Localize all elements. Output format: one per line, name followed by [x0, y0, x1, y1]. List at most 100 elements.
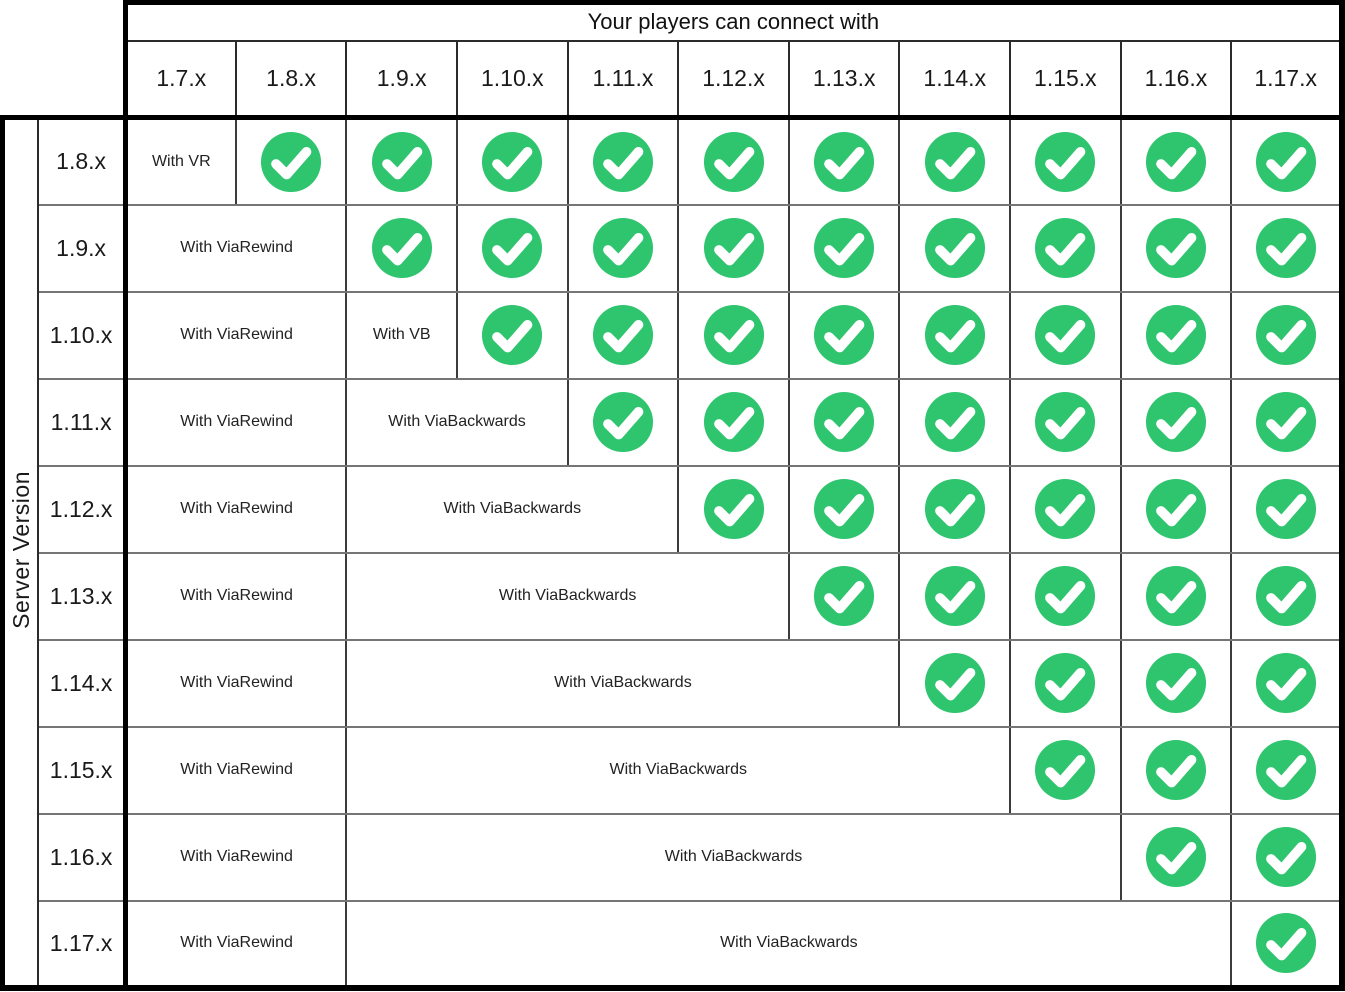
check-circle-icon	[814, 304, 875, 366]
check-circle-icon	[1255, 912, 1316, 974]
check-circle-icon	[371, 217, 432, 279]
compat-check-cell	[1119, 812, 1233, 902]
server-version-header: 1.14.x	[37, 638, 128, 728]
check-circle-icon	[1255, 565, 1316, 627]
compat-check-cell	[677, 115, 790, 206]
compat-note-cell: With ViaBackwards	[345, 464, 680, 554]
compat-note-cell: With ViaRewind	[124, 638, 348, 728]
compat-note-cell: With ViaBackwards	[345, 812, 1122, 902]
compat-check-cell	[898, 464, 1012, 554]
server-version-row: 1.11.x With ViaRewind With ViaBackwards	[3, 377, 1345, 467]
compat-check-cell	[787, 290, 901, 380]
client-version-header: 1.15.x	[1009, 39, 1122, 120]
compat-note-cell: With ViaRewind	[124, 725, 348, 815]
check-circle-icon	[1035, 217, 1096, 279]
check-circle-icon	[1255, 391, 1316, 453]
check-circle-icon	[1145, 652, 1206, 714]
check-circle-icon	[703, 304, 764, 366]
compat-check-cell	[566, 115, 680, 206]
check-circle-icon	[1035, 565, 1096, 627]
check-circle-icon	[1035, 131, 1096, 192]
check-circle-icon	[924, 131, 985, 192]
check-circle-icon	[371, 131, 432, 192]
compat-check-cell	[787, 377, 901, 467]
compat-note-cell: With ViaBackwards	[345, 551, 790, 641]
compat-check-cell	[898, 115, 1012, 206]
compat-check-cell	[345, 115, 459, 206]
check-circle-icon	[924, 478, 985, 540]
compat-check-cell	[898, 203, 1012, 293]
compat-check-cell	[1230, 638, 1345, 728]
corner-spacer	[2, 2, 126, 41]
compat-check-cell	[677, 464, 790, 554]
compat-check-cell	[234, 115, 348, 206]
compat-check-cell	[1119, 115, 1233, 206]
check-circle-icon	[482, 217, 543, 279]
server-version-header: 1.16.x	[37, 812, 128, 902]
client-version-header: 1.9.x	[345, 39, 459, 120]
table-title: Your players can connect with	[122, 0, 1345, 42]
client-version-header: 1.16.x	[1119, 39, 1233, 120]
compat-check-cell	[1230, 725, 1345, 815]
client-version-header: 1.11.x	[566, 39, 680, 120]
check-circle-icon	[1255, 304, 1316, 366]
compat-check-cell	[1230, 377, 1345, 467]
client-version-header: 1.14.x	[898, 39, 1012, 120]
compat-check-cell	[1230, 551, 1345, 641]
check-circle-icon	[924, 652, 985, 714]
compat-check-cell	[787, 115, 901, 206]
compat-check-cell	[456, 115, 569, 206]
compat-check-cell	[1009, 377, 1122, 467]
check-circle-icon	[1035, 391, 1096, 453]
client-version-header: 1.10.x	[456, 39, 569, 120]
compat-note-cell: With ViaRewind	[124, 377, 348, 467]
server-version-header: 1.9.x	[37, 203, 128, 293]
compat-check-cell	[1009, 725, 1122, 815]
check-circle-icon	[1255, 826, 1316, 888]
check-circle-icon	[1035, 652, 1096, 714]
check-circle-icon	[703, 131, 764, 192]
compat-check-cell	[1119, 203, 1233, 293]
check-circle-icon	[592, 391, 653, 453]
compat-note-cell: With ViaRewind	[124, 812, 348, 902]
client-version-header-row: 1.7.x 1.8.x 1.9.x 1.10.x 1.11.x 1.12.x 1.13.x 1…	[2, 39, 1345, 120]
compat-check-cell	[787, 203, 901, 293]
compat-check-cell	[566, 203, 680, 293]
client-version-header: 1.8.x	[234, 39, 348, 120]
check-circle-icon	[924, 304, 985, 366]
title-row: Your players can connect with	[2, 0, 1345, 42]
check-circle-icon	[1035, 304, 1096, 366]
check-circle-icon	[482, 304, 543, 366]
compat-check-cell	[1009, 551, 1122, 641]
check-circle-icon	[1035, 478, 1096, 540]
check-circle-icon	[814, 478, 875, 540]
server-version-header: 1.17.x	[37, 899, 128, 991]
compat-check-cell	[677, 203, 790, 293]
corner-spacer	[2, 40, 126, 118]
server-version-header: 1.10.x	[37, 290, 128, 380]
check-circle-icon	[924, 217, 985, 279]
server-version-row: 1.9.x With ViaRewind	[3, 203, 1345, 293]
compat-note-cell: With ViaBackwards	[345, 899, 1233, 991]
check-circle-icon	[1145, 739, 1206, 801]
compat-check-cell	[566, 290, 680, 380]
compat-note-cell: With ViaRewind	[124, 899, 348, 991]
server-version-header: 1.12.x	[37, 464, 128, 554]
compat-note-cell: With ViaRewind	[124, 464, 348, 554]
check-circle-icon	[703, 478, 764, 540]
check-circle-icon	[703, 217, 764, 279]
check-circle-icon	[924, 565, 985, 627]
compat-check-cell	[1230, 464, 1345, 554]
compat-note-cell: With ViaRewind	[124, 203, 348, 293]
compat-note-cell: With ViaBackwards	[345, 638, 901, 728]
check-circle-icon	[1145, 217, 1206, 279]
client-version-header: 1.12.x	[677, 39, 790, 120]
check-circle-icon	[261, 131, 322, 192]
compat-check-cell	[456, 290, 569, 380]
compat-check-cell	[898, 290, 1012, 380]
compat-note-cell: With VR	[124, 115, 237, 206]
check-circle-icon	[1145, 478, 1206, 540]
server-version-row: 1.17.x With ViaRewind With ViaBackwards	[3, 899, 1345, 991]
